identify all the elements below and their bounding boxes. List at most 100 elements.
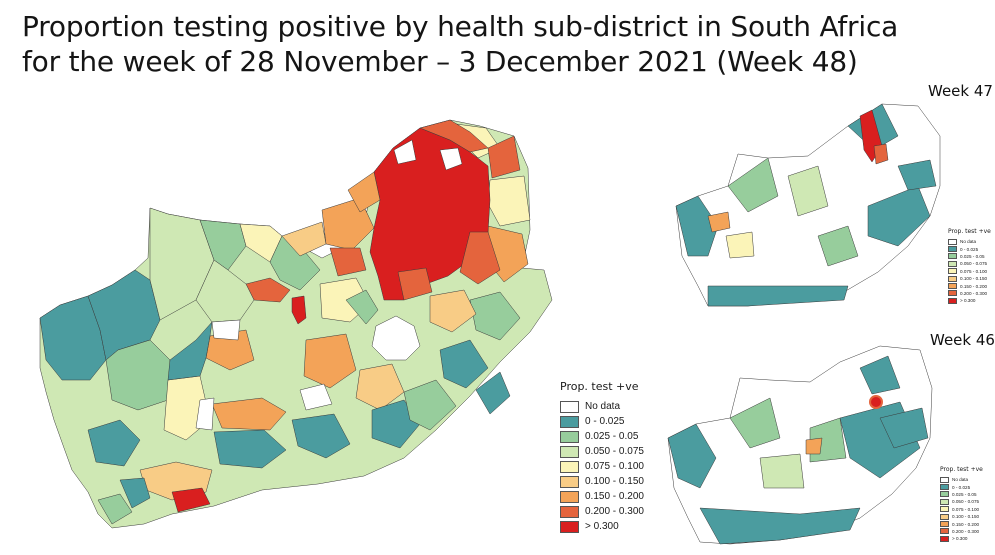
legend-swatch: [948, 275, 957, 282]
legend-item: 0.100 - 0.150: [560, 474, 644, 489]
legend-item: 0.025 - 0.05: [940, 491, 983, 498]
legend-swatch: [560, 400, 579, 413]
legend-swatch: [948, 268, 957, 275]
region-eastern-cape-1: [355, 363, 405, 411]
region-hotspot-ring-3: [347, 171, 381, 213]
legend-swatch: [948, 246, 957, 253]
page-title-line-1: Proportion testing positive by health su…: [22, 10, 899, 43]
legend-label: > 0.300: [960, 298, 976, 304]
legend-label: 0.025 - 0.05: [960, 253, 985, 259]
legend-label: 0 - 0.025: [952, 484, 971, 490]
region-eastern-cape-teal: [371, 399, 421, 449]
legend-item: > 0.300: [560, 519, 644, 534]
legend-swatch: [560, 460, 579, 473]
region-nw-red: [329, 247, 367, 277]
legend-label: 0.050 - 0.075: [585, 446, 644, 457]
legend-week-46-rows: No data 0 - 0.025 0.025 - 0.05 0.050 - 0.07…: [940, 476, 983, 543]
legend-item: > 0.300: [940, 535, 983, 542]
legend-item: 0.075 - 0.100: [940, 506, 983, 513]
region-northern-cape-b: [199, 219, 247, 271]
region-hotspot-white-2: [393, 139, 417, 165]
legend-main-title: Prop. test +ve: [560, 380, 639, 393]
legend-label: No data: [585, 401, 621, 412]
legend-label: > 0.300: [585, 521, 619, 532]
region-eastern-cape-2: [403, 379, 457, 431]
region-hotspot-white: [439, 147, 463, 171]
legend-item: 0.025 - 0.05: [948, 253, 991, 260]
legend-item: 0.050 - 0.075: [940, 498, 983, 505]
region-hotspot-ring-5: [397, 267, 433, 301]
legend-label: 0.150 - 0.200: [960, 283, 988, 289]
region-karoo-teal: [167, 321, 213, 381]
legend-label: 0.025 - 0.05: [585, 431, 639, 442]
legend-label: 0.100 - 0.150: [952, 514, 980, 520]
region-cape-teal-2: [213, 429, 287, 469]
lesotho: [371, 315, 421, 361]
region-kzn-cream: [429, 289, 477, 333]
legend-swatch: [948, 238, 957, 245]
region-hotspot-ring-4: [487, 135, 521, 179]
region-hotspot-ring-2: [459, 231, 501, 285]
legend-swatch: [560, 430, 579, 443]
legend-swatch: [940, 476, 949, 483]
legend-label: 0.200 - 0.300: [960, 290, 988, 296]
legend-main: Prop. test +ve No data 0 - 0.025 0.025 - 0…: [560, 380, 644, 534]
legend-item: 0.150 - 0.200: [948, 282, 991, 290]
legend-swatch: [940, 491, 949, 498]
legend-item: 0.200 - 0.300: [560, 504, 644, 519]
legend-label: 0.025 - 0.05: [952, 491, 977, 497]
region-kzn-north: [469, 291, 521, 341]
region-nodata-1: [211, 319, 241, 341]
legend-swatch: [948, 260, 957, 267]
legend-item: 0.025 - 0.05: [560, 429, 644, 444]
week-46-label: Week 46: [930, 331, 995, 349]
legend-item: 0.200 - 0.300: [948, 290, 991, 297]
legend-swatch: [948, 253, 957, 260]
region-cape-teal-3: [291, 413, 351, 459]
region-free-state-orange: [303, 333, 357, 389]
page-title-line-2: for the week of 28 November – 3 December…: [22, 45, 858, 78]
legend-label: 0.150 - 0.200: [585, 491, 644, 502]
legend-swatch: [560, 475, 579, 488]
legend-label: 0.150 - 0.200: [952, 521, 980, 527]
legend-label: 0.075 - 0.100: [960, 268, 988, 274]
legend-item: 0.075 - 0.100: [948, 268, 991, 275]
week-47-label: Week 47: [928, 82, 993, 100]
legend-label: 0.200 - 0.300: [952, 528, 980, 534]
region-nw-cream: [281, 221, 327, 257]
region-nodata-3: [195, 397, 215, 431]
legend-item: 0.050 - 0.075: [948, 260, 991, 267]
legend-item: No data: [940, 476, 983, 483]
legend-swatch: [940, 506, 949, 513]
legend-item: 0.100 - 0.150: [948, 275, 991, 282]
region-free-state-green: [345, 289, 379, 325]
region-cape-teal-1: [87, 419, 141, 467]
legend-item: > 0.300: [948, 297, 991, 304]
legend-item: 0 - 0.025: [948, 245, 991, 253]
inset-map-week-46: [667, 345, 933, 545]
legend-swatch: [560, 505, 579, 518]
legend-swatch: [940, 498, 949, 505]
region-cape-town: [97, 493, 133, 525]
region-kzn-south: [475, 371, 511, 415]
legend-item: No data: [560, 399, 644, 414]
legend-swatch: [940, 521, 949, 528]
legend-label: 0.100 - 0.150: [960, 276, 988, 282]
legend-week-47-title: Prop. test +ve: [948, 228, 991, 235]
legend-week-47-rows: No data 0 - 0.025 0.025 - 0.05 0.050 - 0.07…: [948, 238, 991, 305]
region-kzn-coast: [439, 339, 489, 389]
legend-swatch: [940, 513, 949, 520]
legend-label: 0.075 - 0.100: [585, 461, 644, 472]
legend-swatch: [560, 490, 579, 503]
legend-swatch: [940, 535, 949, 542]
legend-item: 0.200 - 0.300: [940, 528, 983, 535]
legend-swatch: [560, 520, 579, 533]
legend-swatch: [560, 415, 579, 428]
legend-item: 0.150 - 0.200: [560, 489, 644, 504]
legend-swatch: [948, 290, 957, 297]
region-overberg: [119, 477, 151, 509]
region-karoo-south: [211, 397, 287, 431]
inset-map-week-47: [675, 103, 941, 307]
legend-item: 0 - 0.025: [940, 483, 983, 491]
legend-item: 0 - 0.025: [560, 414, 644, 429]
